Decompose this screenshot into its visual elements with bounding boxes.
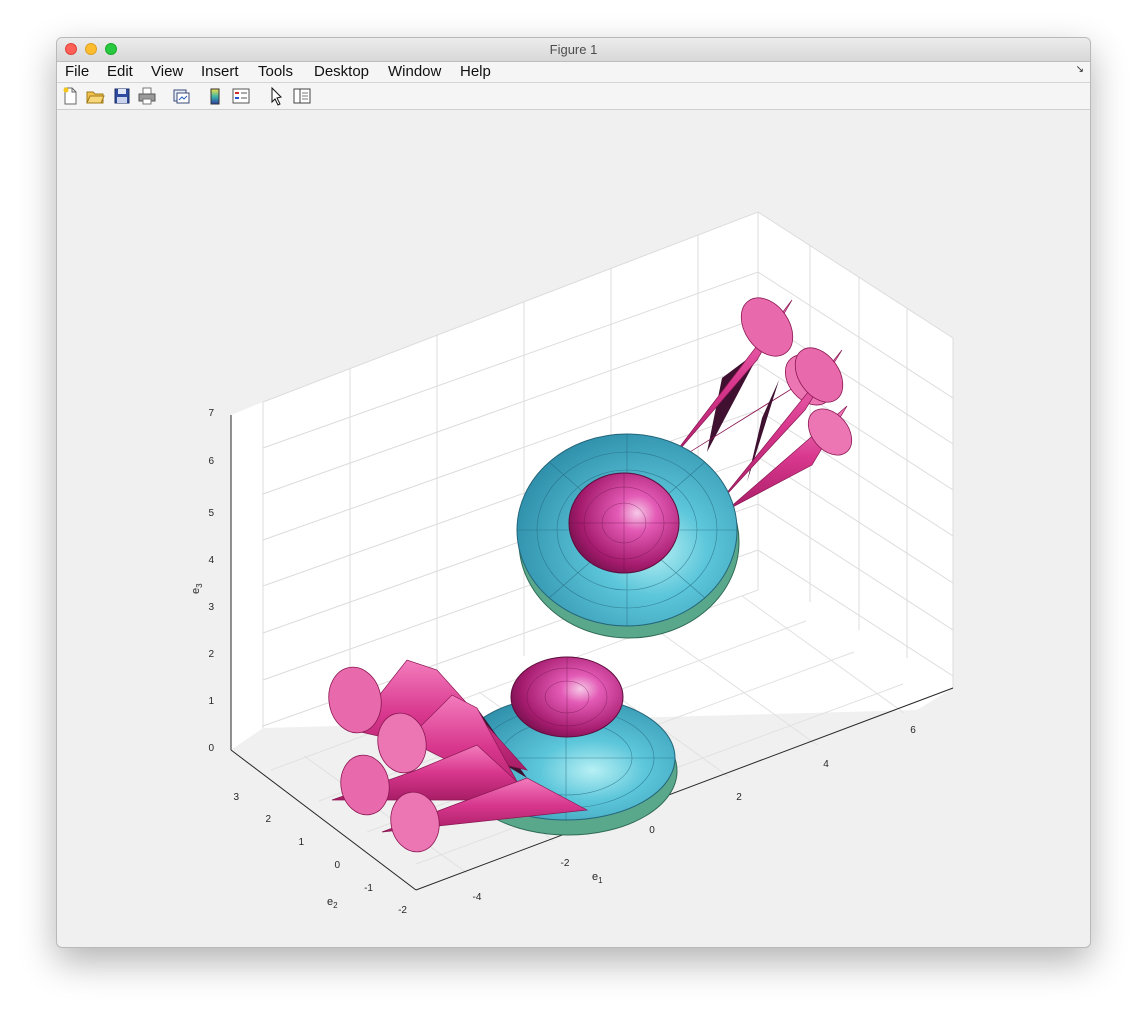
- figure-canvas[interactable]: 0 1 2 3 4 5 6 7 e3 3 2 1 0 -1 -2 e2: [57, 110, 1090, 947]
- lower-cone-4-base: [390, 791, 440, 853]
- property-editor-icon[interactable]: [292, 86, 312, 106]
- menu-desktop[interactable]: Desktop: [314, 63, 370, 80]
- y-axis-label-sub: 2: [333, 901, 338, 910]
- print-icon[interactable]: [137, 86, 157, 106]
- y-tick-0: 0: [334, 860, 340, 871]
- upper-cone-2: [676, 371, 820, 461]
- close-window-icon[interactable]: [65, 43, 77, 55]
- new-figure-icon[interactable]: [60, 86, 80, 106]
- x-tick-6: 6: [910, 725, 916, 736]
- figure-toolbar: [57, 83, 1090, 110]
- pointer-icon[interactable]: [266, 86, 286, 106]
- z-axis-label: e3: [190, 583, 204, 594]
- z-tick-5: 5: [208, 508, 214, 519]
- lower-cone-2-base: [377, 712, 427, 774]
- save-icon[interactable]: [112, 86, 132, 106]
- upper-connector-b: [747, 380, 779, 482]
- window-title: Figure 1: [549, 42, 598, 57]
- menu-window[interactable]: Window: [388, 63, 442, 80]
- z-tick-7: 7: [208, 408, 214, 419]
- x-tick-4: 4: [823, 759, 829, 770]
- x-tick-2: 2: [736, 792, 742, 803]
- lower-assembly: [328, 656, 678, 853]
- y-axis-label: e2: [327, 896, 338, 910]
- upper-connector-a: [707, 348, 762, 452]
- figure-window: Figure 1 File Edit View Insert Tools Des…: [56, 37, 1091, 948]
- x-tick-labels: -4 -2 0 2 4 6: [473, 725, 917, 903]
- menu-insert[interactable]: Insert: [201, 63, 239, 80]
- dock-arrow-icon[interactable]: ↘: [1075, 64, 1084, 75]
- lower-cone-1-base: [328, 666, 382, 734]
- upper-cone-1-base: [740, 297, 794, 357]
- z-tick-4: 4: [208, 555, 214, 566]
- menu-file[interactable]: File: [65, 63, 90, 80]
- x-axis-label-base: e: [592, 871, 598, 883]
- z-axis-label-base: e: [190, 588, 202, 594]
- y-tick-1: 1: [298, 837, 304, 848]
- minimize-window-icon[interactable]: [85, 43, 97, 55]
- open-icon[interactable]: [85, 86, 105, 106]
- legend-icon[interactable]: [231, 86, 251, 106]
- menu-help[interactable]: Help: [460, 63, 491, 80]
- upper-hemisphere-mesh: [569, 473, 679, 573]
- z-tick-labels: 0 1 2 3 4 5 6 7: [208, 408, 214, 754]
- colorbar-icon[interactable]: [205, 86, 225, 106]
- z-tick-1: 1: [208, 696, 214, 707]
- upper-cone-4-base: [807, 408, 853, 456]
- y-tick-labels: 3 2 1 0 -1 -2: [233, 792, 407, 916]
- axes-3d[interactable]: 0 1 2 3 4 5 6 7 e3 3 2 1 0 -1 -2 e2: [57, 110, 1090, 947]
- title-bar[interactable]: Figure 1: [57, 38, 1090, 62]
- lower-cone-3-base: [340, 754, 390, 816]
- menu-tools[interactable]: Tools: [258, 63, 294, 80]
- z-axis-label-sub: 3: [195, 583, 204, 588]
- x-axis-label-sub: 1: [598, 876, 603, 885]
- z-tick-6: 6: [208, 456, 214, 467]
- menu-bar: File Edit View Insert Tools Desktop Wind…: [57, 62, 1090, 83]
- x-tick-m4: -4: [473, 892, 482, 903]
- upper-cone-group-b: [716, 347, 853, 511]
- z-tick-2: 2: [208, 649, 214, 660]
- x-tick-0: 0: [649, 825, 655, 836]
- y-axis-label-base: e: [327, 896, 333, 908]
- y-tick-m1: -1: [364, 883, 373, 894]
- upper-assembly: [516, 297, 853, 639]
- menu-view[interactable]: View: [151, 63, 184, 80]
- maximize-window-icon[interactable]: [105, 43, 117, 55]
- y-tick-3: 3: [233, 792, 239, 803]
- x-axis-label: e1: [592, 871, 603, 885]
- back-left-pane: [231, 402, 263, 750]
- y-tick-2: 2: [265, 814, 271, 825]
- link-plot-icon[interactable]: [171, 86, 191, 106]
- upper-cone-3-base: [794, 347, 844, 403]
- y-tick-m2: -2: [398, 905, 407, 916]
- z-tick-0: 0: [208, 743, 214, 754]
- menu-edit[interactable]: Edit: [107, 63, 133, 80]
- axis-lines: [230, 415, 954, 891]
- lower-hemisphere-mesh: [526, 657, 608, 737]
- x-tick-m2: -2: [561, 858, 570, 869]
- z-tick-3: 3: [208, 602, 214, 613]
